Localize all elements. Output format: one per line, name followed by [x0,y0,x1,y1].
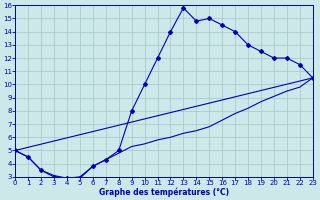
X-axis label: Graphe des températures (°C): Graphe des températures (°C) [99,188,229,197]
